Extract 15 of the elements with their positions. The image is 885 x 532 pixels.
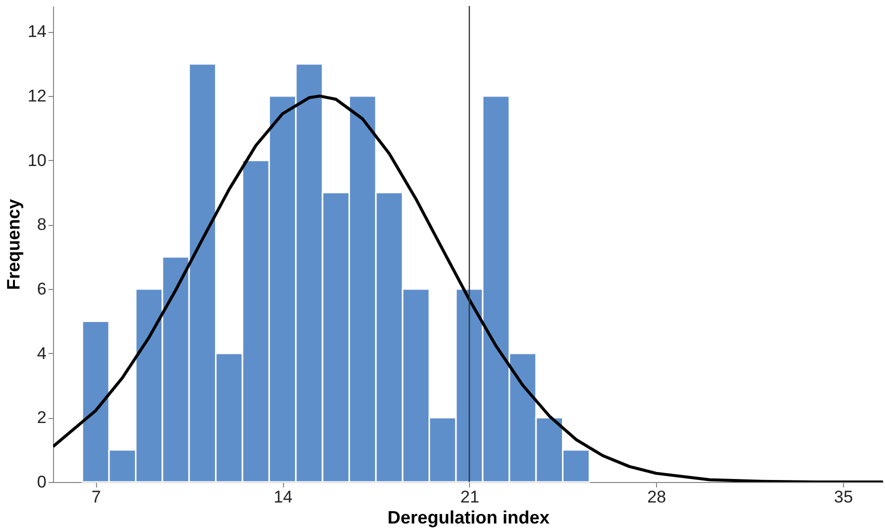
x-tick-label: 35: [834, 488, 853, 506]
y-axis-title: Frequency: [4, 198, 24, 290]
x-tick-label: 21: [460, 488, 480, 506]
y-tick-label: 2: [37, 408, 46, 428]
y-tick-label: 4: [37, 344, 46, 363]
x-tick-label: 14: [274, 488, 292, 506]
y-tick-label: 0: [37, 472, 46, 492]
y-tick-label: 10: [28, 150, 46, 170]
y-tick-label: 8: [37, 215, 46, 234]
y-tick-label: 6: [37, 280, 46, 299]
y-tick-label: 14: [28, 22, 46, 42]
x-axis-title: Deregulation index: [387, 508, 550, 528]
x-tick-label: 28: [647, 488, 666, 506]
y-tick-label: 12: [28, 86, 46, 106]
x-tick-label: 7: [91, 488, 101, 506]
